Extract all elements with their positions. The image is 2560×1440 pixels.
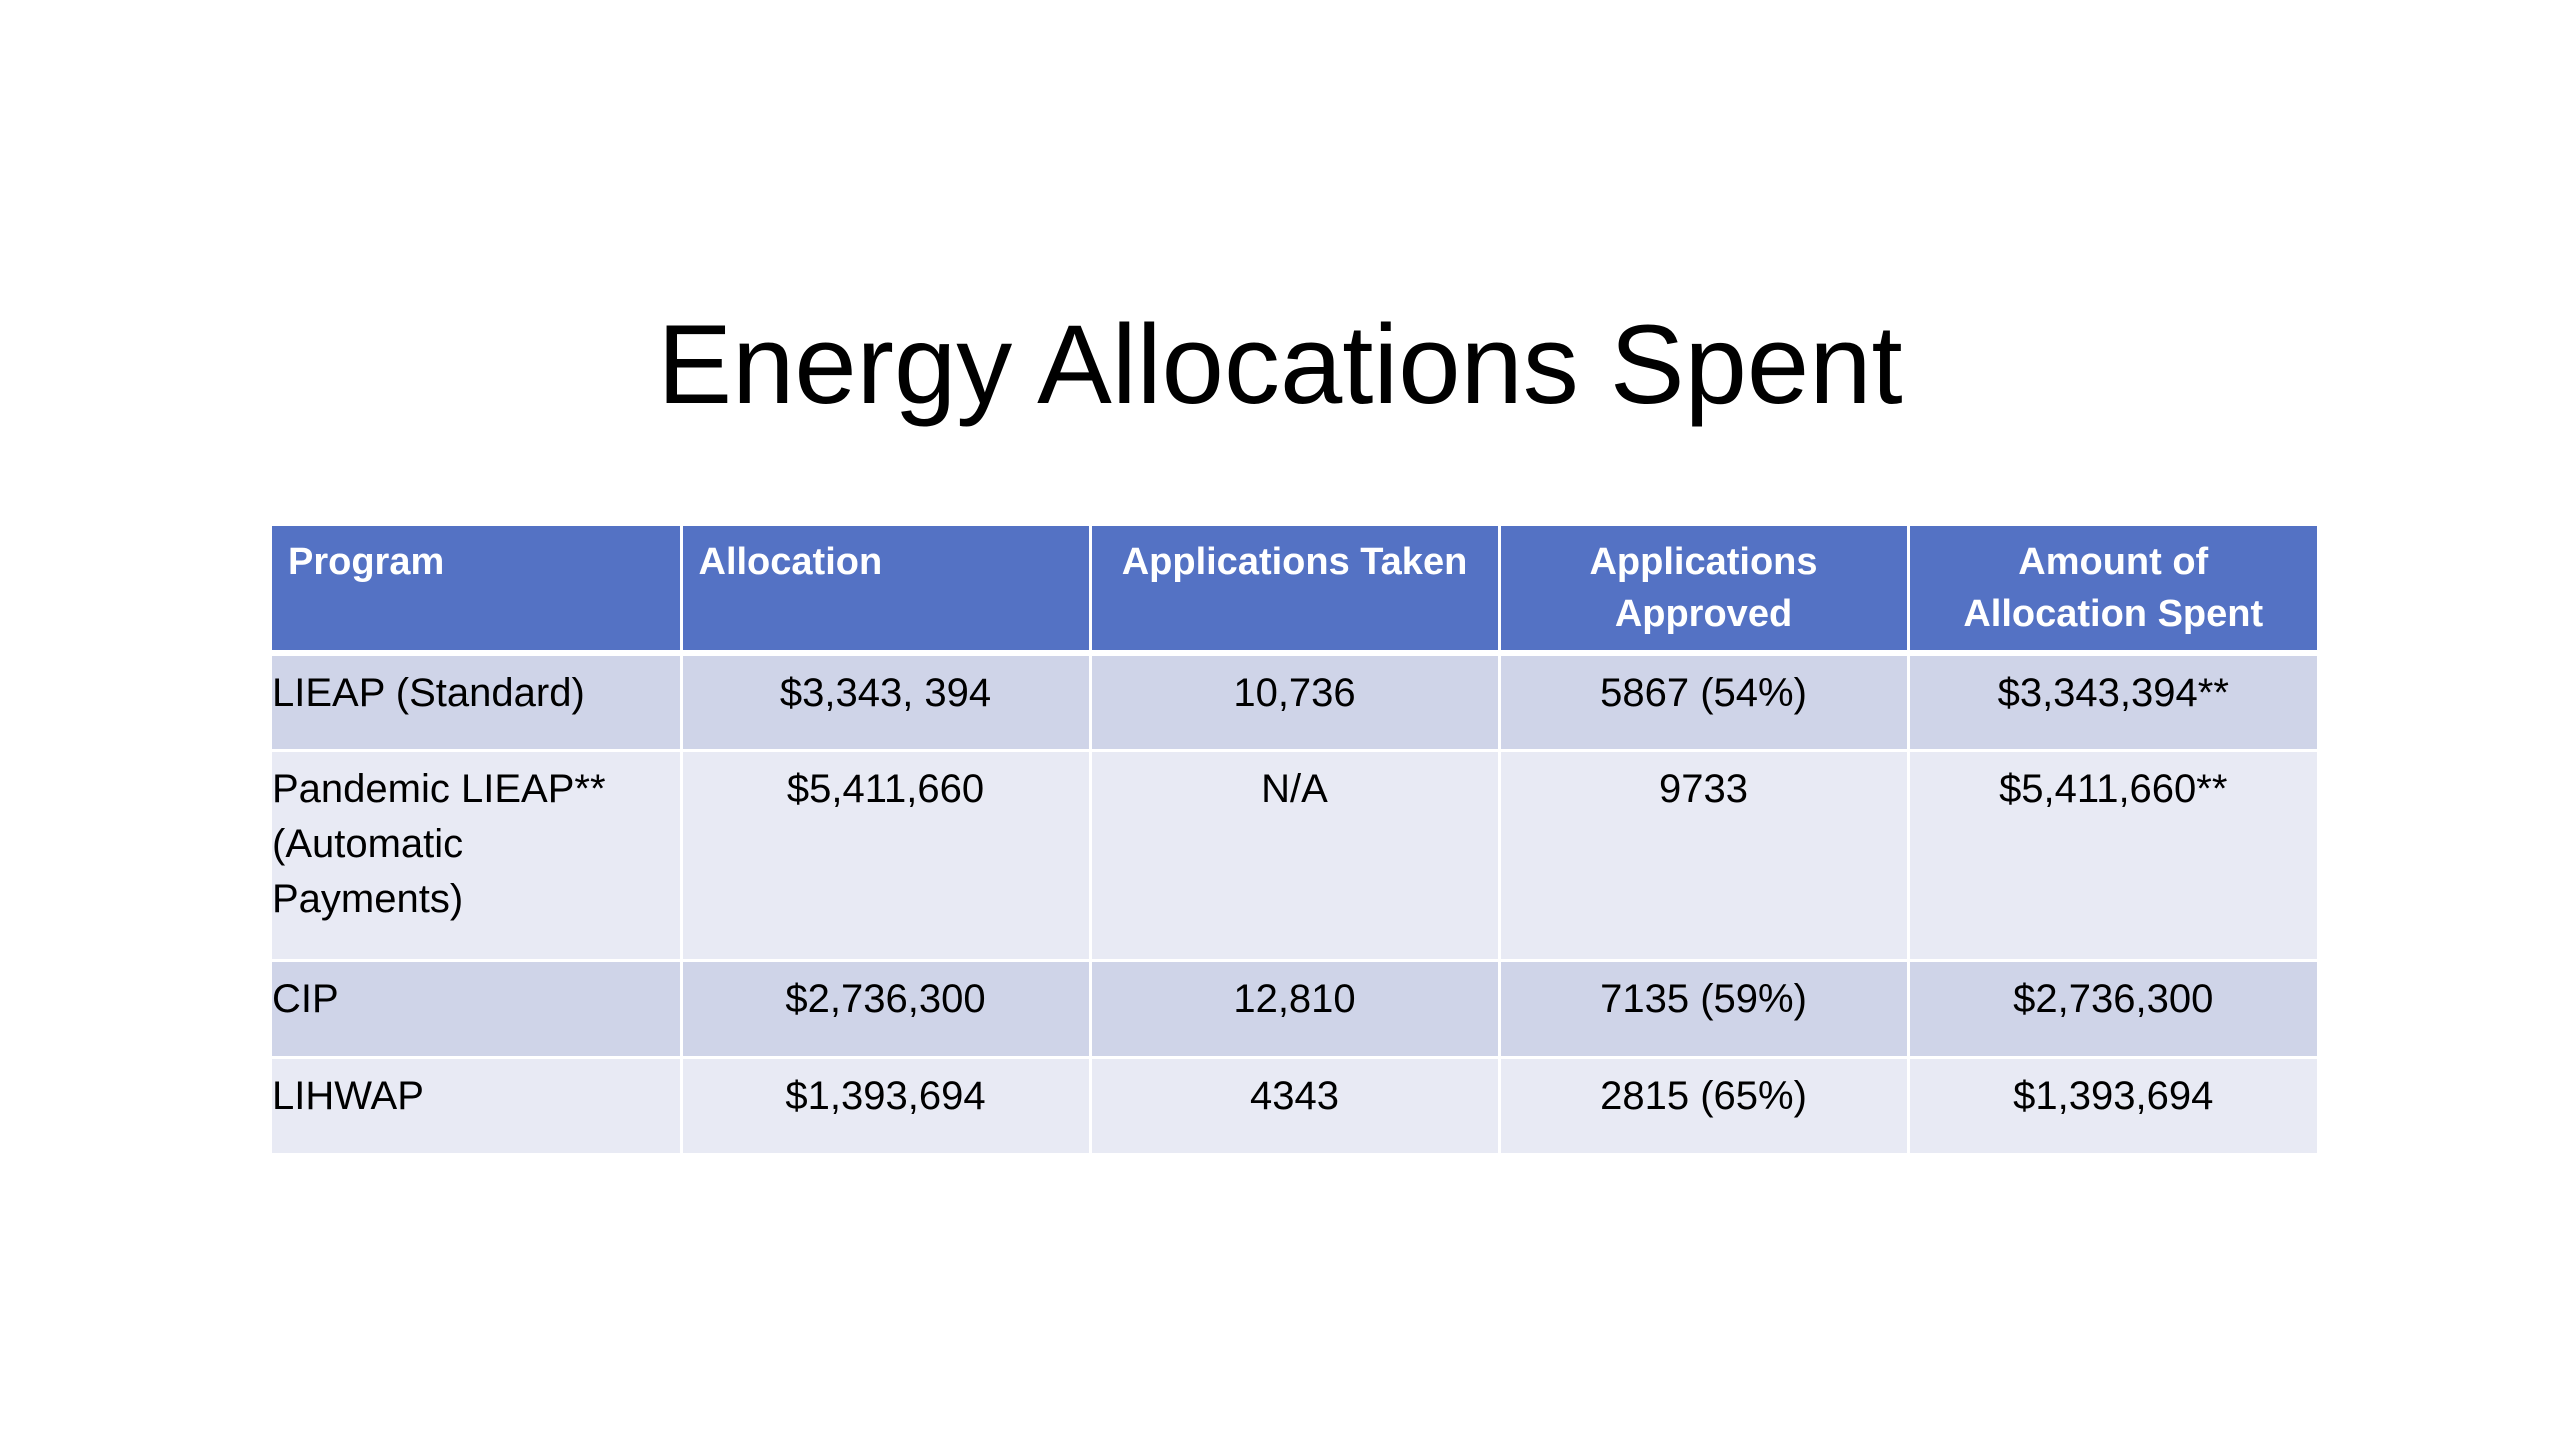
cell-amount-spent: $3,343,394**: [1906, 651, 2317, 752]
cell-program: CIP: [272, 958, 683, 1059]
cell-program-line: Payments): [272, 876, 464, 921]
table-row: CIP $2,736,300 12,810 7135 (59%) $2,736,…: [272, 958, 2317, 1059]
cell-applications-taken: 4343: [1088, 1055, 1501, 1156]
header-applications-taken: Applications Taken: [1088, 526, 1501, 656]
energy-allocations-table: Program Allocation Applications Taken Ap…: [272, 526, 2317, 1156]
header-program: Program: [272, 526, 683, 656]
cell-allocation: $3,343, 394: [679, 651, 1092, 752]
cell-applications-taken: 10,736: [1088, 651, 1501, 752]
cell-program-line: (Automatic: [272, 821, 464, 866]
cell-amount-spent: $2,736,300: [1906, 958, 2317, 1059]
header-applications-approved: Applications Approved: [1497, 526, 1910, 656]
table-row: LIEAP (Standard) $3,343, 394 10,736 5867…: [272, 651, 2317, 752]
cell-amount-spent: $1,393,694: [1906, 1055, 2317, 1156]
cell-program: LIEAP (Standard): [272, 651, 683, 752]
cell-program-line: Pandemic LIEAP**: [272, 766, 606, 811]
table-header-row: Program Allocation Applications Taken Ap…: [272, 526, 2317, 656]
header-amount-spent: Amount of Allocation Spent: [1906, 526, 2317, 656]
cell-applications-approved: 5867 (54%): [1497, 651, 1910, 752]
cell-amount-spent: $5,411,660**: [1906, 748, 2317, 962]
cell-program: LIHWAP: [272, 1055, 683, 1156]
cell-applications-approved: 9733: [1497, 748, 1910, 962]
table-row: Pandemic LIEAP** (Automatic Payments) $5…: [272, 748, 2317, 962]
cell-allocation: $5,411,660: [679, 748, 1092, 962]
cell-applications-approved: 2815 (65%): [1497, 1055, 1910, 1156]
cell-applications-taken: N/A: [1088, 748, 1501, 962]
header-allocation: Allocation: [679, 526, 1092, 656]
table-row: LIHWAP $1,393,694 4343 2815 (65%) $1,393…: [272, 1055, 2317, 1156]
cell-allocation: $2,736,300: [679, 958, 1092, 1059]
cell-applications-taken: 12,810: [1088, 958, 1501, 1059]
cell-applications-approved: 7135 (59%): [1497, 958, 1910, 1059]
slide-title: Energy Allocations Spent: [657, 302, 1903, 427]
cell-program: Pandemic LIEAP** (Automatic Payments): [272, 748, 683, 962]
cell-allocation: $1,393,694: [679, 1055, 1092, 1156]
